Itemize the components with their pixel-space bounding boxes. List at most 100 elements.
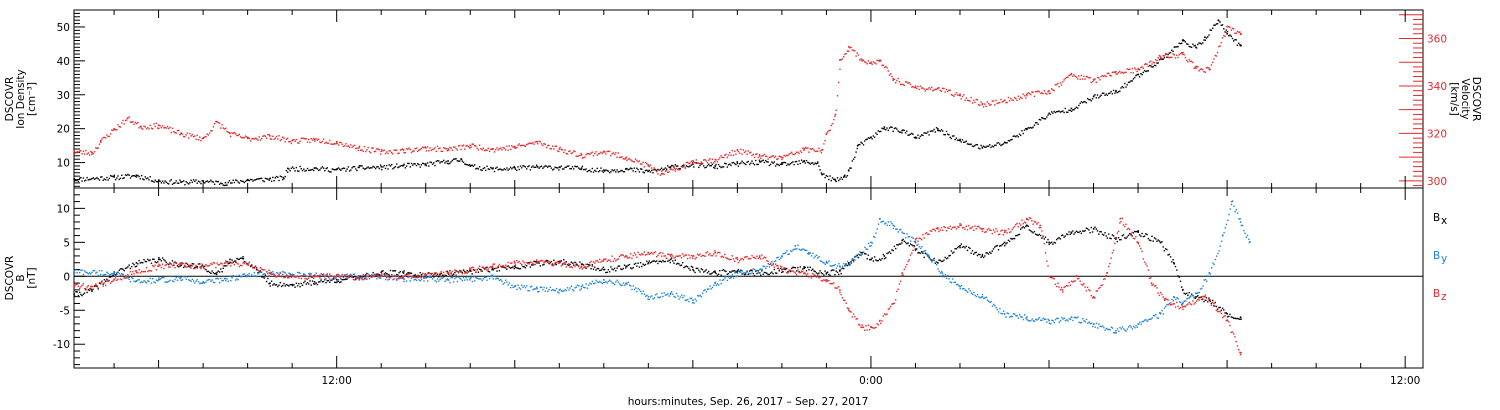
data-point [149,124,151,127]
data-point [804,146,806,149]
data-point [1182,51,1184,54]
data-point [939,272,942,274]
data-point [844,265,846,267]
data-point [605,169,607,171]
data-point [1048,322,1051,324]
data-point [282,273,284,276]
data-point [1131,80,1133,82]
data-point [748,163,751,166]
data-point [913,240,916,243]
data-point [596,167,598,170]
data-point [488,271,491,273]
data-point [265,178,268,180]
data-point [1193,45,1195,47]
data-point [135,174,138,177]
data-point [230,280,232,282]
data-point [126,267,128,269]
data-point [887,221,890,223]
data-point [445,274,447,277]
data-point [140,175,143,177]
data-point [783,161,785,164]
data-point [1143,235,1146,237]
data-point [575,264,577,266]
data-point [356,147,358,149]
data-point [278,274,280,276]
data-point [150,282,153,284]
data-point [456,160,458,162]
data-point [267,277,269,280]
data-point [880,259,882,261]
data-point [876,133,878,136]
data-point [1057,110,1059,113]
data-point [403,270,405,272]
data-point [990,252,992,254]
data-point [304,277,306,280]
data-point [1083,101,1085,103]
data-point [469,163,471,166]
data-point [109,273,112,276]
data-point [716,283,719,285]
data-point [523,285,525,287]
data-point [331,275,333,277]
data-point [327,170,330,172]
data-point [545,259,548,262]
data-point [301,284,304,286]
data-point [383,149,385,151]
data-point [999,233,1001,236]
data-point [762,159,764,161]
data-point [152,180,154,182]
data-point [787,272,789,274]
data-point [507,261,509,264]
data-point [105,137,107,139]
data-point [615,281,617,283]
data-point [485,169,487,172]
data-point [873,256,876,258]
data-point [194,266,196,269]
data-point [257,272,259,274]
data-point [799,271,801,274]
data-point [1181,302,1184,305]
data-point [1110,326,1113,328]
data-point [420,274,423,276]
data-point [241,275,243,278]
data-point [992,100,995,102]
data-point [774,263,777,265]
data-point [708,254,710,256]
data-point [642,253,644,256]
data-point [210,272,212,274]
data-point [1198,70,1200,72]
data-point [280,138,283,141]
data-point [616,258,618,261]
data-point [981,255,984,257]
data-point [80,286,82,288]
data-point [109,175,112,177]
data-point [214,281,216,284]
data-point [1158,54,1161,57]
data-point [75,179,77,182]
data-point [339,281,341,284]
data-point [315,167,317,169]
data-point [310,273,312,275]
data-point [1195,46,1197,49]
data-point [618,170,621,173]
data-point [914,241,917,244]
data-point [919,252,922,254]
data-point [77,269,80,271]
data-point [108,274,111,276]
data-point [873,62,876,64]
data-point [724,253,726,256]
data-point [1065,284,1068,287]
data-point [1074,75,1076,78]
data-point [986,101,988,103]
data-point [1088,77,1090,79]
data-point [550,260,553,263]
data-point [916,87,918,90]
data-point [270,180,273,182]
data-point [404,275,407,277]
data-point [927,131,929,133]
data-point [481,279,483,282]
data-point [756,272,758,275]
data-point [303,274,305,276]
data-point [1016,134,1018,137]
